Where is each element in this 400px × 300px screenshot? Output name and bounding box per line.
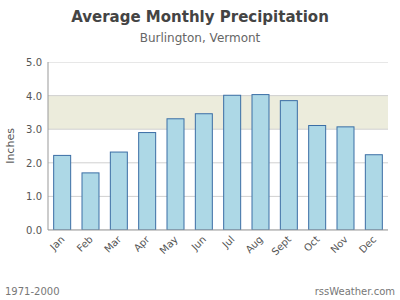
x-tick-label: Nov (328, 234, 350, 256)
bar (139, 133, 156, 230)
grid-line (48, 62, 388, 63)
bar (195, 114, 212, 230)
y-axis-label: Inches (4, 128, 17, 164)
x-tick-label: Oct (302, 234, 322, 254)
x-tick-label: Feb (75, 234, 95, 254)
background (0, 0, 400, 300)
x-tick-label: Dec (357, 234, 378, 255)
y-axis (48, 62, 49, 230)
x-tick-label: May (158, 234, 180, 256)
bar (365, 155, 382, 230)
title: Average Monthly Precipitation (71, 8, 329, 26)
subtitle: Burlington, Vermont (140, 31, 261, 45)
x-tick-label: Jan (47, 234, 66, 253)
grid-line (48, 95, 388, 96)
bar (337, 127, 354, 230)
bar (252, 95, 269, 230)
x-tick-label: Mar (102, 233, 124, 255)
y-tick-label: 5.0 (26, 57, 42, 68)
bar (54, 155, 71, 230)
x-tick-label: Aug (243, 234, 265, 256)
shaded-band (48, 96, 388, 130)
bar (110, 152, 127, 230)
y-tick-label: 0.0 (26, 225, 42, 236)
x-axis (48, 230, 388, 231)
bar (280, 101, 297, 230)
bar (309, 126, 326, 230)
x-tick-label: Apr (132, 233, 153, 254)
grid-line (48, 230, 388, 231)
bar (224, 95, 241, 230)
x-tick-label: Jun (189, 234, 209, 254)
bar (167, 119, 184, 230)
footer: rssWeather.com (315, 286, 395, 297)
x-tick-label: Jul (220, 234, 237, 251)
y-tick-label: 2.0 (26, 158, 42, 169)
footer: 1971-2000 (5, 286, 60, 297)
y-tick-label: 3.0 (26, 124, 42, 135)
y-tick-label: 1.0 (26, 191, 42, 202)
x-tick-label: Sept (269, 234, 293, 258)
bar (82, 173, 99, 230)
y-tick-label: 4.0 (26, 91, 42, 102)
plot-area (48, 62, 388, 230)
